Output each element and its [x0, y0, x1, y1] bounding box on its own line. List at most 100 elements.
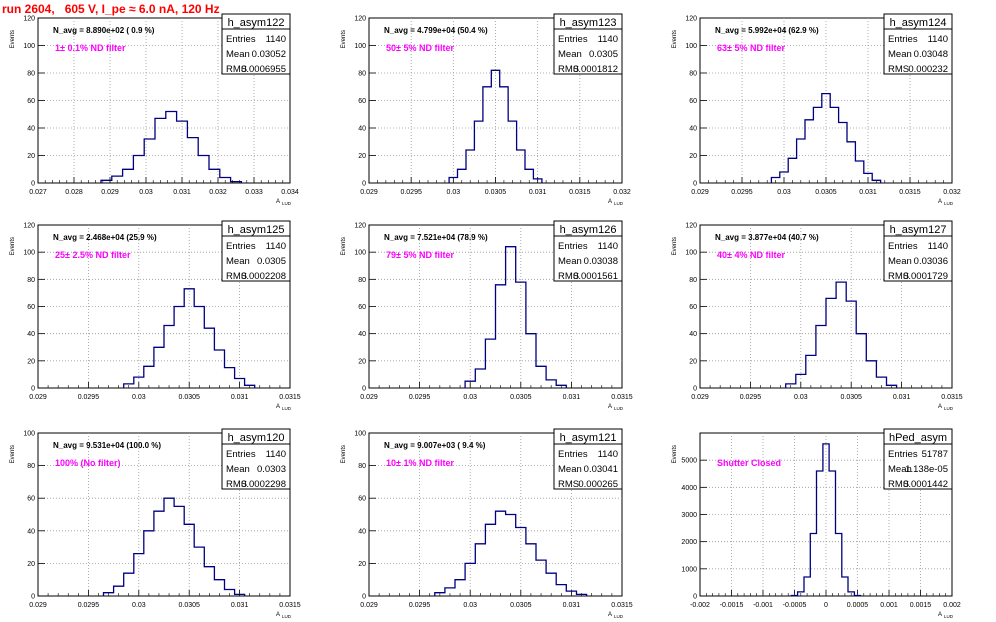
y-tick-label: 100 [354, 250, 366, 257]
stats-key: Mean [226, 256, 250, 267]
x-tick-label: 0.03 [139, 189, 153, 196]
y-tick-label: 2000 [681, 539, 697, 546]
y-tick-label: 120 [685, 16, 697, 23]
y-tick-label: 20 [27, 153, 35, 160]
navg-label: N_avg = 4.799e+04 (50.4 %) [384, 26, 488, 35]
stats-value: 0.03038 [584, 256, 618, 267]
histogram-panel-h_asym125: 0.029 0.0295 0.03 0.0305 0.031 0.0315 0 20 40 60 8… [10, 220, 301, 411]
x-tick-label: 0.031 [563, 602, 581, 609]
stats-value: 0.0001561 [573, 271, 618, 282]
y-tick-label: 0 [693, 594, 697, 601]
y-tick-label: 40 [27, 528, 35, 535]
stats-key: RMS [558, 479, 579, 490]
stats-value: 0.0305 [589, 49, 618, 60]
x-tick-label: 0.03 [794, 394, 808, 401]
y-tick-label: 60 [27, 98, 35, 105]
x-axis-title-subscript: LUD [282, 201, 292, 206]
y-tick-label: 120 [354, 223, 366, 230]
x-axis-title: A LUD [938, 404, 954, 411]
x-tick-label: 0.029 [101, 189, 119, 196]
x-tick-label: 0.001 [880, 602, 898, 609]
x-tick-label: 0.032 [943, 189, 961, 196]
histogram-name: h_asym127 [890, 224, 947, 236]
histogram-panel-h_asym121: 0.029 0.0295 0.03 0.0305 0.031 0.0315 0 20 40 60 8… [341, 428, 633, 619]
stats-box [553, 428, 623, 490]
histogram-series [785, 281, 898, 388]
x-tick-label: 0.03 [132, 394, 146, 401]
x-axis-title-subscript: LUD [944, 201, 954, 206]
navg-label: N_avg = 9.007e+03 ( 9.4 %) [384, 441, 486, 450]
stats-key: RMS [558, 64, 579, 75]
histogram-panel-h_asym126: 0.029 0.0295 0.03 0.0305 0.031 0.0315 0 20 40 60 8… [341, 220, 633, 411]
y-tick-label: 40 [689, 126, 697, 133]
x-tick-label: 0.031 [173, 189, 191, 196]
x-tick-label: 0.029 [360, 394, 378, 401]
x-tick-label: 0.0295 [409, 394, 431, 401]
y-tick-label: 0 [693, 386, 697, 393]
histogram-series [448, 69, 543, 183]
stats-value: 1.138e-05 [905, 464, 948, 475]
stats-box [553, 13, 623, 75]
x-axis-title: A LUD [608, 404, 624, 411]
x-tick-label: 0.029 [360, 602, 378, 609]
y-axis-title: Events [341, 237, 347, 255]
stats-key: Entries [558, 241, 588, 252]
x-tick-label: 0.031 [563, 394, 581, 401]
x-tick-label: 0.029 [691, 394, 709, 401]
y-tick-label: 120 [23, 223, 35, 230]
navg-label: N_avg = 9.531e+04 (100.0 %) [53, 441, 161, 450]
stats-value: 0.0001729 [903, 271, 948, 282]
stats-value: 0.0305 [257, 256, 286, 267]
x-tick-label: 0.031 [529, 189, 547, 196]
stats-key: Entries [888, 449, 918, 460]
histogram-series [123, 288, 256, 388]
stats-value: 0.000232 [908, 64, 948, 75]
histogram-panel-h_asym124: 0.029 0.0295 0.03 0.0305 0.031 0.0315 0.032 0 20… [672, 13, 961, 206]
histogram-name: h_asym125 [228, 224, 285, 236]
y-tick-label: 80 [358, 277, 366, 284]
x-tick-label: 0.029 [29, 394, 47, 401]
y-tick-label: 0 [693, 181, 697, 188]
x-tick-label: -0.0005 [783, 602, 807, 609]
x-tick-label: 0.0305 [178, 602, 200, 609]
stats-value: 1140 [598, 241, 618, 252]
x-tick-label: 0.0295 [400, 189, 422, 196]
stats-value: 1140 [598, 449, 618, 460]
stats-value: 0.0002298 [241, 479, 286, 490]
y-tick-label: 40 [27, 126, 35, 133]
x-tick-label: 0.029 [29, 602, 47, 609]
y-tick-label: 60 [27, 496, 35, 503]
x-axis-title-subscript: LUD [282, 614, 292, 619]
y-tick-label: 20 [689, 153, 697, 160]
y-tick-label: 80 [27, 463, 35, 470]
y-tick-label: 100 [23, 250, 35, 257]
x-axis-title: A LUD [938, 612, 954, 619]
stats-key: RMS [888, 271, 909, 282]
y-tick-label: 20 [27, 358, 35, 365]
navg-label: N_avg = 8.890e+02 ( 0.9 %) [53, 26, 155, 35]
y-tick-label: 20 [27, 561, 35, 568]
x-axis-title: A LUD [276, 612, 292, 619]
stats-box [883, 13, 953, 75]
histogram-name: h_asym123 [560, 17, 617, 29]
stats-value: 1140 [266, 449, 286, 460]
histogram-name: hPed_asym [889, 432, 947, 444]
y-tick-label: 80 [358, 463, 366, 470]
x-tick-label: 0.029 [360, 189, 378, 196]
stats-value: 1140 [266, 241, 286, 252]
stats-key: Mean [226, 49, 250, 60]
stats-key: RMS [888, 479, 909, 490]
y-tick-label: 20 [689, 358, 697, 365]
y-axis-title: Events [672, 30, 678, 48]
histogram-name: h_asym124 [890, 17, 947, 29]
y-tick-label: 40 [27, 331, 35, 338]
x-tick-label: 0.002 [943, 602, 961, 609]
y-tick-label: 0 [362, 594, 366, 601]
histogram-panel-hPed_asym: -0.002 -0.0015 -0.001 -0.0005 0 0.0005 0.001 0.… [672, 428, 961, 619]
histogram-panel-h_asym123: 0.029 0.0295 0.03 0.0305 0.031 0.0315 0.032 0 20… [341, 13, 631, 206]
filter-label: 63± 5% ND filter [717, 43, 785, 53]
stats-value: 0.0001812 [573, 64, 618, 75]
x-tick-label: 0.0315 [279, 394, 301, 401]
y-axis-title: Events [672, 237, 678, 255]
